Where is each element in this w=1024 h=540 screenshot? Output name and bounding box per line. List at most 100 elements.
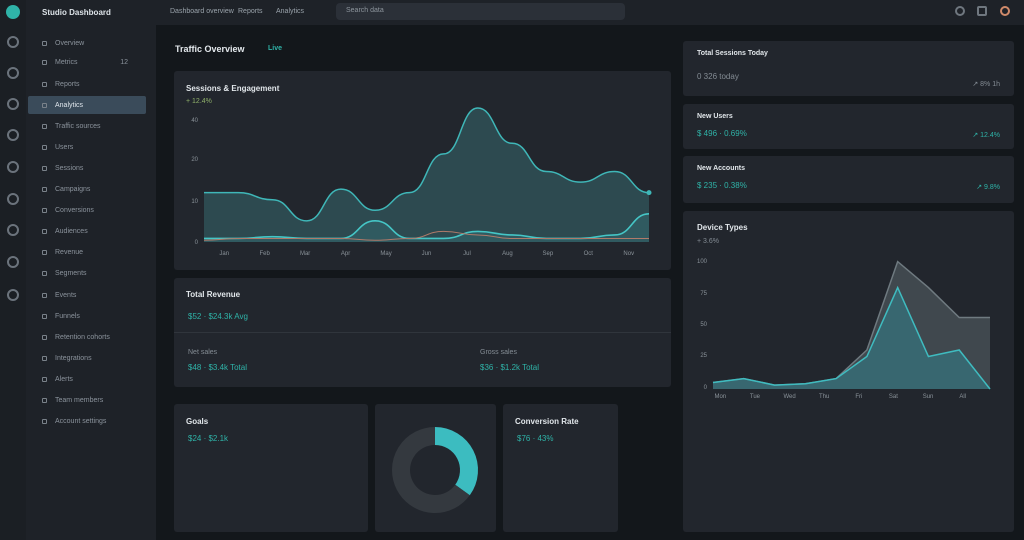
app-title: Studio Dashboard xyxy=(42,8,111,17)
stat-title: New Users xyxy=(697,113,733,120)
sessions-chart-card: Sessions & Engagement + 12.4% 40 20 10 0 Jan… xyxy=(174,71,671,270)
nav-rail-icon[interactable] xyxy=(7,256,19,268)
item-icon xyxy=(42,249,47,255)
sidebar-item-label: Revenue xyxy=(55,248,84,256)
stat-value: $ 496 · 0.69% xyxy=(697,129,747,138)
nav-rail-icon[interactable] xyxy=(7,67,19,79)
sidebar-item-label: Users xyxy=(55,143,74,151)
item-icon xyxy=(42,207,47,213)
notifications-icon[interactable] xyxy=(977,6,987,16)
nav-rail-icon[interactable] xyxy=(7,98,19,110)
item-icon xyxy=(42,59,47,65)
x-tick-label: Aug xyxy=(502,251,513,257)
sidebar-item[interactable]: Traffic sources xyxy=(28,117,146,135)
sidebar-item[interactable]: Funnels xyxy=(28,307,146,325)
x-tick-label: Sun xyxy=(923,394,934,400)
page-title: Traffic Overview xyxy=(175,44,245,54)
x-tick-label: All xyxy=(959,394,966,400)
search-input[interactable]: Search data xyxy=(336,3,625,20)
sidebar-item[interactable]: Campaigns xyxy=(28,180,146,198)
sidebar-item[interactable]: Events xyxy=(28,286,146,304)
sidebar-item-label: Funnels xyxy=(55,312,80,320)
item-icon xyxy=(42,418,47,424)
nav-rail-icon[interactable] xyxy=(7,193,19,205)
sidebar-item[interactable]: Users xyxy=(28,138,146,156)
item-icon xyxy=(42,123,47,129)
device-chart-title: Device Types xyxy=(697,223,748,232)
y-tick-label: 0 xyxy=(195,240,199,246)
sidebar-item-label: Integrations xyxy=(55,354,92,362)
x-tick-label: Fri xyxy=(855,394,862,400)
y-tick-label: 10 xyxy=(191,199,198,205)
net-sales-value: $48 · $3.4k Total xyxy=(188,363,248,372)
breadcrumb-2[interactable]: Reports xyxy=(238,8,263,15)
stat-title: Total Sessions Today xyxy=(697,50,768,57)
conversion-title: Conversion Rate xyxy=(515,417,579,426)
sidebar-item[interactable]: Alerts xyxy=(28,370,146,388)
settings-icon[interactable] xyxy=(955,6,965,16)
item-icon xyxy=(42,40,47,46)
live-badge: Live xyxy=(268,45,283,52)
sidebar-item[interactable]: Sessions xyxy=(28,159,146,177)
gross-sales-value: $36 · $1.2k Total xyxy=(480,363,540,372)
series-end-point xyxy=(646,190,652,196)
sidebar-item[interactable]: Audiences xyxy=(28,222,146,240)
avatar[interactable] xyxy=(1000,6,1010,16)
sidebar-item[interactable]: Retention cohorts xyxy=(28,328,146,346)
sidebar-item[interactable]: Reports xyxy=(28,75,146,93)
sidebar-item-label: Sessions xyxy=(55,164,84,172)
breadcrumb-3[interactable]: Analytics xyxy=(276,8,305,15)
nav-rail-icon[interactable] xyxy=(7,161,19,173)
donut-chart xyxy=(392,427,478,513)
x-tick-label: Sep xyxy=(543,251,554,257)
x-tick-label: Jul xyxy=(463,251,471,257)
sidebar: Studio Dashboard Overview Metrics 12 Report… xyxy=(26,0,156,540)
series-line-0 xyxy=(203,107,650,222)
donut-slice-1 xyxy=(392,427,470,513)
stat-card: New Accounts $ 235 · 0.38% ↗ 9.8% xyxy=(683,156,1014,203)
nav-rail-icon[interactable] xyxy=(7,289,19,301)
x-tick-label: Mar xyxy=(300,251,310,257)
sidebar-item-label: Team members xyxy=(55,396,104,404)
conversion-value: $76 · 43% xyxy=(517,434,554,443)
x-tick-label: Mon xyxy=(714,394,726,400)
series-area-1 xyxy=(204,213,649,242)
item-badge: 12 xyxy=(120,58,128,66)
sidebar-item-label: Traffic sources xyxy=(55,122,101,130)
item-icon xyxy=(42,313,47,319)
device-chart-card: Device Types + 3.6% 100 75 50 25 0 Mon Tue Wed T… xyxy=(683,211,1014,532)
icon-rail xyxy=(0,0,26,540)
x-tick-label: Sat xyxy=(889,394,898,400)
x-tick-label: May xyxy=(380,251,391,257)
sidebar-item[interactable]: Overview xyxy=(28,34,146,52)
x-tick-label: Wed xyxy=(783,394,795,400)
donut-slice-0 xyxy=(434,427,478,496)
nav-rail-icon[interactable] xyxy=(7,129,19,141)
sidebar-item[interactable]: Metrics 12 xyxy=(28,53,146,71)
stat-delta: ↗ 12.4% xyxy=(972,132,1000,139)
sidebar-item[interactable]: Conversions xyxy=(28,201,146,219)
series-area-1 xyxy=(713,287,990,389)
nav-rail-icon[interactable] xyxy=(7,36,19,48)
x-tick-label: Feb xyxy=(260,251,271,257)
breadcrumb-1[interactable]: Dashboard overview xyxy=(170,8,234,15)
x-tick-label: Nov xyxy=(623,251,634,257)
sidebar-item[interactable]: Analytics xyxy=(28,96,146,114)
sidebar-item[interactable]: Segments xyxy=(28,264,146,282)
revenue-value: $52 · $24.3k Avg xyxy=(188,312,248,321)
sidebar-item-label: Reports xyxy=(55,80,80,88)
nav-rail-icon[interactable] xyxy=(7,224,19,236)
goals-card: Goals $24 · $2.1k xyxy=(174,404,368,532)
sidebar-item[interactable]: Team members xyxy=(28,391,146,409)
revenue-title: Total Revenue xyxy=(186,290,241,299)
item-icon xyxy=(42,144,47,150)
sidebar-item[interactable]: Revenue xyxy=(28,243,146,261)
sidebar-item[interactable]: Integrations xyxy=(28,349,146,367)
sidebar-item[interactable]: Account settings xyxy=(28,412,146,430)
sidebar-item-label: Metrics xyxy=(55,58,78,66)
sidebar-item-label: Retention cohorts xyxy=(55,333,110,341)
item-icon xyxy=(42,355,47,361)
sidebar-item-label: Overview xyxy=(55,39,85,47)
y-tick-label: 25 xyxy=(700,353,707,359)
y-tick-label: 40 xyxy=(191,118,198,124)
